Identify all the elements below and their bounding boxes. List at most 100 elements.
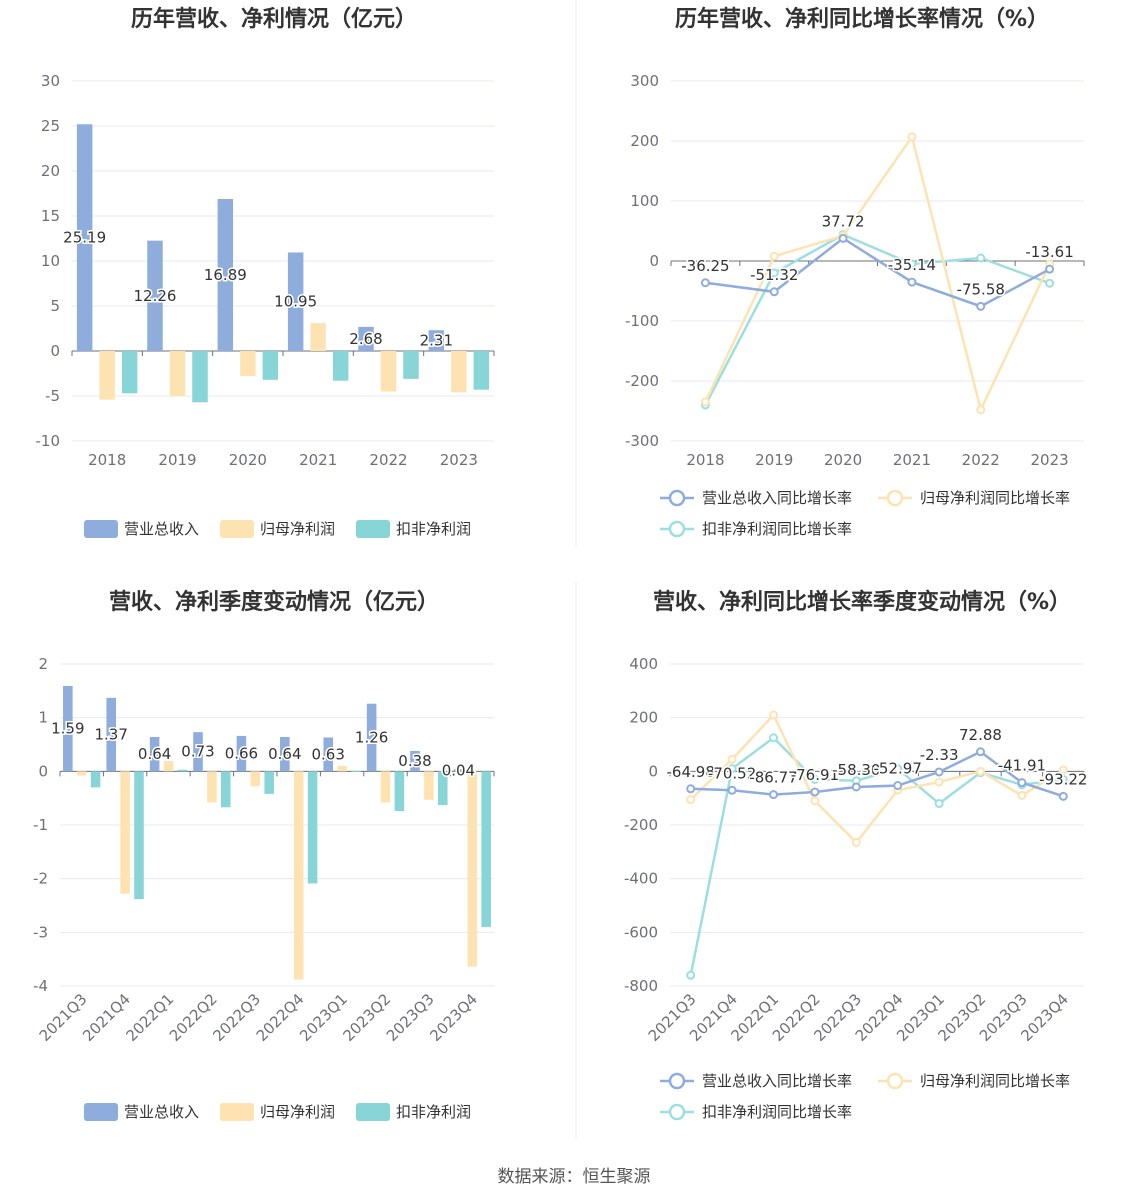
bar-2022Q2-0 bbox=[193, 732, 203, 772]
data-point bbox=[1045, 264, 1055, 274]
bar-2022Q1-0 bbox=[149, 736, 160, 772]
data-label: 1.37 bbox=[95, 726, 128, 744]
data-point bbox=[976, 747, 985, 757]
x-tick-label: 2022 bbox=[369, 451, 407, 469]
bar-2021Q4-2 bbox=[134, 771, 144, 900]
data-label: 0.66 bbox=[225, 745, 258, 763]
bar-2019-0 bbox=[147, 240, 163, 351]
bar-2021Q3-1 bbox=[76, 771, 87, 776]
legend-marker bbox=[886, 1072, 904, 1090]
legend-swatch bbox=[84, 1103, 118, 1121]
data-point bbox=[976, 301, 986, 311]
data-point bbox=[1058, 765, 1068, 775]
data-label: 37.72 bbox=[822, 212, 865, 230]
data-point bbox=[976, 766, 985, 776]
data-label: 0.64 bbox=[268, 745, 301, 763]
bar-2022-1 bbox=[380, 351, 397, 392]
series-line-1 bbox=[689, 712, 1064, 845]
y-tick-label: -600 bbox=[624, 923, 658, 941]
y-tick-label: 0 bbox=[649, 252, 659, 270]
bar-2023Q3-1 bbox=[424, 771, 434, 800]
bar-2022Q4-0 bbox=[280, 736, 290, 772]
data-point bbox=[838, 233, 848, 243]
bar-2023Q4-2 bbox=[481, 771, 491, 927]
series-line-0 bbox=[690, 750, 1064, 798]
data-point bbox=[810, 796, 820, 806]
quarterly-growth-chart: 营收、净利同比增长率季度变动情况（%） 400 200 0 -200 -400 -600 -8… bbox=[624, 589, 1089, 1121]
y-tick-label: -3 bbox=[33, 923, 48, 941]
data-point bbox=[769, 268, 779, 278]
data-point bbox=[769, 790, 778, 800]
bar-2023Q2-0 bbox=[366, 703, 377, 772]
data-point bbox=[851, 782, 861, 792]
bar-2022Q3-2 bbox=[264, 771, 274, 794]
legend-marker bbox=[886, 489, 904, 507]
data-label: -70.52 bbox=[708, 764, 756, 782]
data-label: 0.38 bbox=[398, 752, 431, 770]
y-tick-label: 10 bbox=[41, 252, 60, 270]
y-tick-label: -300 bbox=[625, 432, 659, 450]
bar-2022Q3-1 bbox=[250, 771, 261, 787]
bar-2023-0 bbox=[428, 330, 445, 351]
y-tick-label: 0 bbox=[50, 342, 60, 360]
data-label: -76.91 bbox=[791, 766, 839, 784]
annual-growth-chart: 历年营收、净利同比增长率情况（%） 300 200 100 0 -100 -200 -300 2… bbox=[625, 6, 1085, 538]
data-label: -36.25 bbox=[681, 257, 729, 275]
x-tick-label: 2020 bbox=[824, 451, 862, 469]
bar-2021Q4-1 bbox=[120, 771, 130, 894]
x-tick-label: 2019 bbox=[755, 451, 793, 469]
data-label: -58.30 bbox=[832, 761, 880, 779]
y-tick-label: -2 bbox=[33, 870, 48, 888]
chart-title: 营收、净利同比增长率季度变动情况（%） bbox=[653, 589, 1071, 615]
bar-2022Q1-1 bbox=[163, 761, 174, 772]
data-label: 0.64 bbox=[138, 745, 171, 763]
legend-label: 扣非净利润 bbox=[396, 1103, 471, 1121]
data-point bbox=[700, 397, 710, 407]
y-tick-label: 0 bbox=[38, 762, 48, 780]
data-label: -75.58 bbox=[957, 280, 1005, 298]
y-tick-label: 1 bbox=[38, 709, 48, 727]
bar-2021Q3-2 bbox=[90, 771, 101, 788]
data-point bbox=[934, 799, 944, 809]
data-point bbox=[769, 733, 778, 743]
annual-amounts-chart: 历年营收、净利情况（亿元） 30 25 20 15 10 5 0 -5 -10 2018 2019 20… bbox=[36, 6, 495, 538]
bar-2023-1 bbox=[451, 351, 467, 393]
legend-swatch bbox=[220, 520, 254, 538]
data-point bbox=[769, 251, 779, 261]
y-tick-label: -10 bbox=[36, 432, 61, 450]
data-point bbox=[934, 777, 944, 787]
chart-title: 历年营收、净利情况（亿元） bbox=[131, 6, 417, 32]
x-tick-label: 2021 bbox=[299, 451, 337, 469]
data-label: 0.63 bbox=[312, 745, 345, 763]
series-line-0 bbox=[705, 236, 1051, 308]
data-label: 16.89 bbox=[204, 266, 247, 284]
data-point bbox=[727, 764, 737, 774]
data-label: -52.97 bbox=[874, 760, 922, 778]
data-label: -2.33 bbox=[920, 746, 959, 764]
chart-title: 营收、净利季度变动情况（亿元） bbox=[109, 589, 439, 615]
y-tick-label: -1 bbox=[33, 816, 48, 834]
data-point bbox=[1058, 791, 1068, 801]
legend-label: 归母净利润同比增长率 bbox=[920, 1072, 1070, 1090]
y-tick-label: 2 bbox=[38, 655, 48, 673]
x-tick-label: 2023 bbox=[440, 451, 478, 469]
y-tick-label: 200 bbox=[629, 709, 658, 727]
data-label: 1.59 bbox=[51, 720, 84, 738]
data-point bbox=[1017, 790, 1027, 800]
bar-2020-1 bbox=[240, 351, 256, 377]
data-point bbox=[810, 774, 820, 784]
bar-2018-1 bbox=[99, 351, 115, 400]
x-tick-label: 2020 bbox=[229, 451, 267, 469]
y-tick-label: -5 bbox=[45, 387, 60, 405]
data-label: 10.95 bbox=[274, 293, 317, 311]
legend-label: 扣非净利润 bbox=[396, 520, 471, 538]
y-tick-label: 400 bbox=[629, 655, 658, 673]
y-tick-label: 200 bbox=[630, 132, 659, 150]
y-tick-label: 15 bbox=[41, 207, 60, 225]
data-point bbox=[686, 784, 696, 794]
y-tick-label: 20 bbox=[41, 162, 60, 180]
bar-2023Q2-2 bbox=[394, 771, 405, 812]
bar-2022Q4-2 bbox=[307, 771, 318, 884]
bar-2023Q1-2 bbox=[351, 770, 361, 772]
